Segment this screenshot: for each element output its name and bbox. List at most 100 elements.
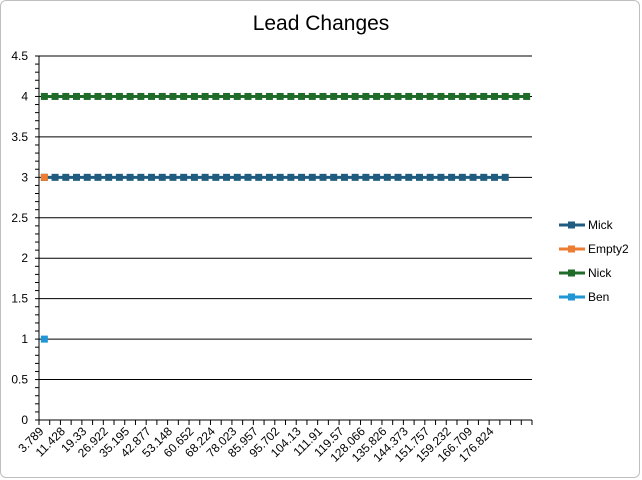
chart-title: Lead Changes — [252, 12, 390, 35]
data-point — [501, 173, 509, 181]
data-point — [287, 92, 295, 100]
data-point — [469, 92, 477, 100]
data-point — [448, 92, 456, 100]
data-point — [73, 92, 81, 100]
data-point — [394, 92, 402, 100]
y-tick-label: 0.5 — [11, 373, 28, 387]
y-tick-label: 1 — [21, 332, 28, 346]
data-point — [94, 92, 102, 100]
data-point — [276, 173, 284, 181]
data-point — [126, 173, 134, 181]
data-point — [223, 173, 231, 181]
data-point — [319, 173, 327, 181]
data-point — [51, 92, 59, 100]
data-point — [458, 173, 466, 181]
data-point — [148, 92, 156, 100]
data-point — [480, 92, 488, 100]
data-point — [62, 92, 70, 100]
y-tick-label: 3.5 — [11, 130, 28, 144]
data-point — [180, 92, 188, 100]
data-point — [405, 92, 413, 100]
legend-marker — [568, 293, 575, 301]
data-point — [40, 173, 48, 181]
legend-label: Nick — [588, 266, 612, 280]
data-point — [340, 92, 348, 100]
data-point — [73, 173, 81, 181]
data-point — [490, 173, 498, 181]
data-point — [190, 173, 198, 181]
data-point — [340, 173, 348, 181]
legend-label: Ben — [588, 290, 609, 304]
data-point — [265, 92, 273, 100]
data-point — [105, 92, 113, 100]
data-point — [437, 92, 445, 100]
y-tick-label: 1.5 — [11, 292, 28, 306]
y-tick-label: 0 — [21, 413, 28, 427]
data-point — [512, 92, 520, 100]
data-point — [94, 173, 102, 181]
data-point — [383, 173, 391, 181]
data-point — [287, 173, 295, 181]
data-point — [255, 92, 263, 100]
data-point — [373, 92, 381, 100]
y-tick-label: 4.5 — [11, 49, 28, 63]
data-point — [405, 173, 413, 181]
data-point — [137, 92, 145, 100]
data-point — [490, 92, 498, 100]
data-point — [244, 173, 252, 181]
series-group — [40, 92, 531, 343]
y-tick-label: 3 — [21, 170, 28, 184]
data-point — [201, 92, 209, 100]
data-point — [308, 173, 316, 181]
y-tick-label: 2 — [21, 251, 28, 265]
legend-marker — [568, 245, 575, 253]
data-point — [480, 173, 488, 181]
data-point — [501, 92, 509, 100]
data-point — [212, 92, 220, 100]
data-point — [190, 92, 198, 100]
data-point — [169, 92, 177, 100]
data-point — [233, 173, 241, 181]
data-point — [373, 173, 381, 181]
data-point — [394, 173, 402, 181]
legend-label: Empty2 — [588, 242, 629, 256]
grid-lines — [39, 55, 532, 421]
legend-marker — [568, 269, 575, 277]
data-point — [115, 92, 123, 100]
data-point — [458, 92, 466, 100]
data-point — [351, 92, 359, 100]
data-point — [330, 173, 338, 181]
y-tick-label: 2.5 — [11, 211, 28, 225]
data-point — [298, 173, 306, 181]
y-tick-label: 4 — [21, 89, 28, 103]
data-point — [523, 92, 531, 100]
data-point — [415, 173, 423, 181]
data-point — [126, 92, 134, 100]
data-point — [83, 173, 91, 181]
legend-label: Mick — [588, 218, 614, 232]
data-point — [137, 173, 145, 181]
data-point — [469, 173, 477, 181]
data-point — [276, 92, 284, 100]
data-point — [233, 92, 241, 100]
data-point — [244, 92, 252, 100]
data-point — [180, 173, 188, 181]
data-point — [51, 173, 59, 181]
data-point — [212, 173, 220, 181]
data-point — [148, 173, 156, 181]
data-point — [426, 92, 434, 100]
data-point — [223, 92, 231, 100]
data-point — [62, 173, 70, 181]
data-point — [169, 173, 177, 181]
data-point — [448, 173, 456, 181]
data-point — [330, 92, 338, 100]
data-point — [362, 92, 370, 100]
data-point — [319, 92, 327, 100]
data-point — [40, 335, 48, 343]
data-point — [201, 173, 209, 181]
legend: Mick Empty2 Nick Ben — [559, 218, 629, 304]
data-point — [115, 173, 123, 181]
data-point — [158, 173, 166, 181]
data-point — [426, 173, 434, 181]
